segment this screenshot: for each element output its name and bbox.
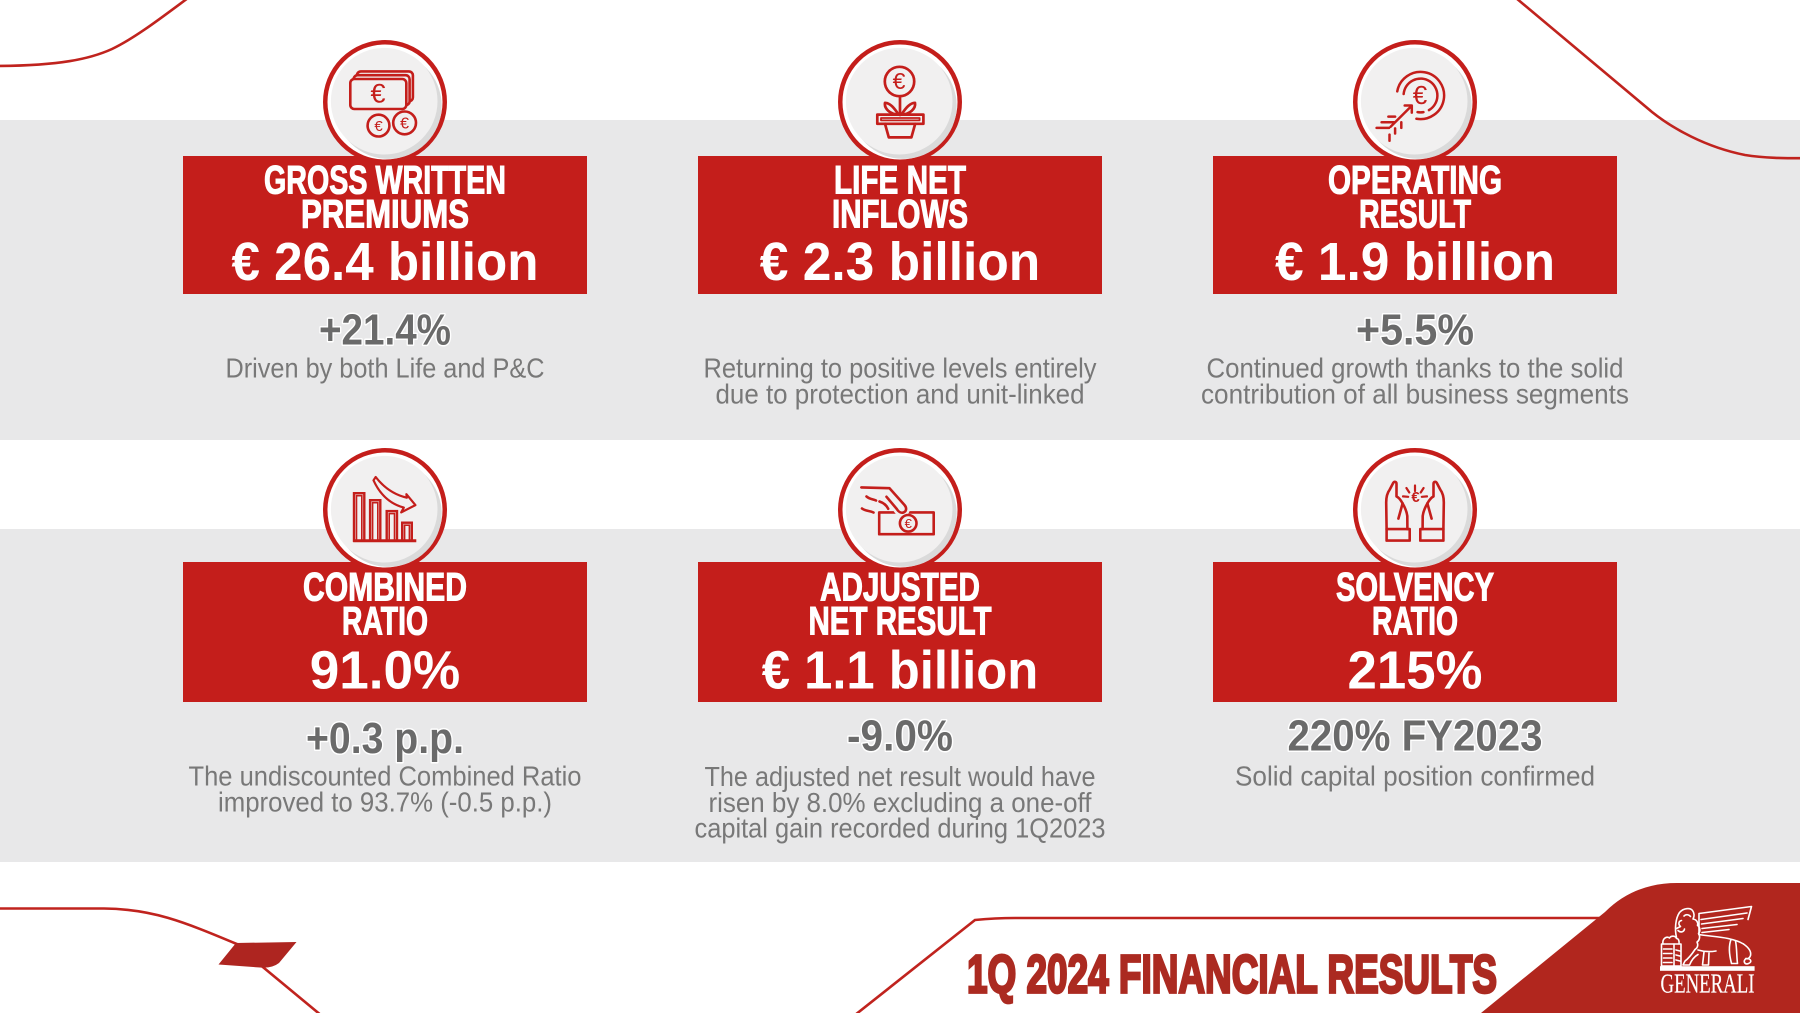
svg-text:€ 26.4 billion: € 26.4 billion <box>232 232 539 292</box>
svg-text:€: € <box>374 118 383 135</box>
svg-text:215%: 215% <box>1348 641 1483 701</box>
svg-text:RATIO: RATIO <box>342 599 428 643</box>
svg-text:COMBINED: COMBINED <box>303 565 467 609</box>
svg-text:contribution of all business s: contribution of all business segments <box>1201 378 1629 409</box>
svg-text:OPERATING: OPERATING <box>1328 159 1502 203</box>
svg-text:LIFE NET: LIFE NET <box>834 159 966 203</box>
svg-text:€ 1.9 billion: € 1.9 billion <box>1275 232 1555 292</box>
svg-text:+5.5%: +5.5% <box>1356 305 1474 354</box>
svg-text:Driven by both Life and P&C: Driven by both Life and P&C <box>226 352 545 383</box>
svg-text:The adjusted net result would: The adjusted net result would have <box>705 761 1096 792</box>
svg-text:GENERALI: GENERALI <box>1661 968 1755 998</box>
svg-text:€ 2.3 billion: € 2.3 billion <box>760 232 1041 292</box>
svg-text:due to protection and unit-lin: due to protection and unit-linked <box>716 378 1085 409</box>
svg-text:+21.4%: +21.4% <box>319 305 451 354</box>
svg-text:-9.0%: -9.0% <box>847 712 953 761</box>
svg-text:NET RESULT: NET RESULT <box>809 599 992 643</box>
svg-text:+0.3 p.p.: +0.3 p.p. <box>306 714 464 763</box>
svg-text:€: € <box>370 79 385 109</box>
svg-text:INFLOWS: INFLOWS <box>832 192 968 236</box>
svg-text:€: € <box>1413 80 1428 110</box>
svg-text:91.0%: 91.0% <box>310 641 461 701</box>
svg-text:€: € <box>400 116 409 133</box>
svg-text:capital gain recorded during 1: capital gain recorded during 1Q2023 <box>695 812 1106 843</box>
svg-text:1Q 2024 FINANCIAL RESULTS: 1Q 2024 FINANCIAL RESULTS <box>967 944 1497 1004</box>
svg-text:GROSS WRITTEN: GROSS WRITTEN <box>264 159 506 203</box>
svg-text:RESULT: RESULT <box>1359 192 1471 236</box>
svg-text:The undiscounted Combined Rati: The undiscounted Combined Ratio <box>189 761 582 792</box>
svg-text:€: € <box>905 516 913 531</box>
svg-text:Solid capital position confirm: Solid capital position confirmed <box>1235 761 1595 792</box>
svg-text:ADJUSTED: ADJUSTED <box>820 565 980 609</box>
svg-text:Returning to positive levels e: Returning to positive levels entirely <box>704 352 1097 383</box>
svg-text:220% FY2023: 220% FY2023 <box>1288 712 1543 761</box>
svg-text:SOLVENCY: SOLVENCY <box>1336 565 1494 609</box>
svg-text:improved to 93.7% (-0.5 p.p.): improved to 93.7% (-0.5 p.p.) <box>218 786 552 817</box>
svg-text:PREMIUMS: PREMIUMS <box>301 192 469 236</box>
svg-text:risen by 8.0% excluding a one-: risen by 8.0% excluding a one-off <box>709 787 1092 818</box>
svg-text:Continued growth thanks to the: Continued growth thanks to the solid <box>1207 352 1624 383</box>
svg-text:€: € <box>1411 489 1420 506</box>
svg-text:RATIO: RATIO <box>1372 599 1458 643</box>
svg-text:€ 1.1 billion: € 1.1 billion <box>762 641 1039 701</box>
svg-text:€: € <box>893 68 906 94</box>
